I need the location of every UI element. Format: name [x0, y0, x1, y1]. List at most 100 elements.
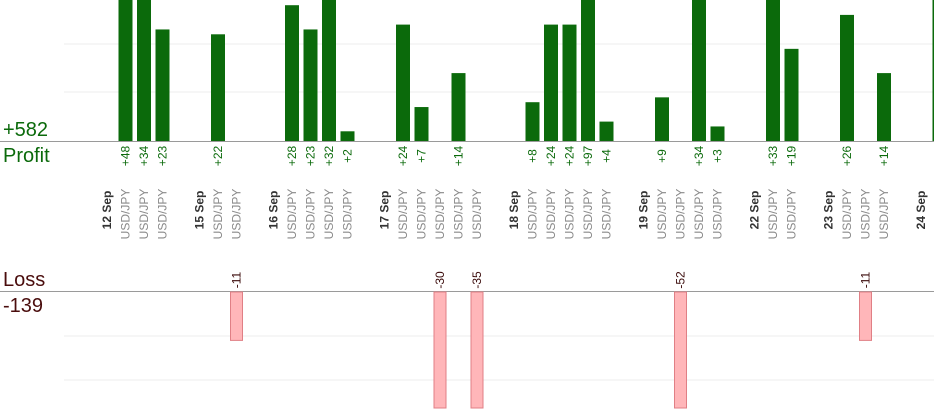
profit-value-label: +19	[785, 145, 799, 166]
profit-bar	[599, 121, 614, 141]
profit-bar	[322, 0, 336, 141]
profit-bars	[118, 0, 934, 142]
loss-bar	[470, 291, 484, 409]
symbol-label: USD/JPY	[766, 189, 780, 240]
profit-value-label: +14	[877, 145, 891, 166]
profit-bar	[877, 73, 891, 141]
symbol-label: USD/JPY	[211, 189, 225, 240]
loss-gridlines	[64, 335, 934, 381]
symbol-label: USD/JPY	[840, 189, 854, 240]
symbol-label: USD/JPY	[433, 189, 447, 240]
profit-bar	[581, 0, 595, 141]
symbol-label: USD/JPY	[655, 189, 669, 240]
symbol-label: USD/JPY	[526, 189, 540, 240]
symbol-label: USD/JPY	[877, 189, 891, 240]
loss-bar	[433, 291, 447, 409]
profit-value-label: +14	[452, 145, 466, 166]
profit-total: +582	[3, 119, 49, 141]
profit-bar	[784, 48, 799, 141]
symbol-label: USD/JPY	[415, 189, 429, 240]
profit-bar	[396, 24, 410, 142]
profit-bar	[451, 73, 466, 141]
loss-bar	[674, 291, 687, 409]
profit-value-label: +33	[766, 145, 780, 166]
symbol-label: USD/JPY	[600, 189, 614, 240]
symbol-label: USD/JPY	[396, 189, 410, 240]
loss-value-label: -30	[433, 271, 447, 289]
profit-bar	[118, 0, 133, 141]
profit-value-label: +28	[285, 145, 299, 166]
profit-bar	[155, 29, 170, 142]
date-label: 16 Sep	[267, 191, 281, 230]
profit-value-label: +4	[600, 149, 614, 163]
loss-value-labels: -11 -30 -35 -52 -11	[230, 271, 873, 289]
symbol-label: USD/JPY	[859, 189, 873, 240]
date-label: 24 Sep	[914, 191, 928, 230]
profit-value-label: +7	[415, 149, 429, 163]
profit-value-label: +9	[655, 149, 669, 163]
date-label: 17 Sep	[378, 191, 392, 230]
symbol-label: USD/JPY	[933, 189, 934, 240]
profit-value-label: +24	[563, 145, 577, 166]
profit-value-label: +22	[211, 145, 225, 166]
loss-value-label: -35	[470, 271, 484, 289]
symbol-label: USD/JPY	[470, 189, 484, 240]
date-label: 22 Sep	[748, 191, 762, 230]
symbol-label: USD/JPY	[544, 189, 558, 240]
profit-value-label: +48	[119, 145, 133, 166]
profit-value-label: +34	[137, 145, 151, 166]
profit-value-label: +8	[526, 149, 540, 163]
profit-value-label: +97	[581, 145, 595, 166]
profit-value-label: +23	[156, 145, 170, 166]
date-label: 23 Sep	[822, 191, 836, 230]
symbol-label: USD/JPY	[137, 189, 151, 240]
symbol-label: USD/JPY	[285, 189, 299, 240]
profit-value-label: +26	[840, 145, 854, 166]
loss-bar	[859, 291, 872, 341]
profit-value-label: +23	[304, 145, 318, 166]
symbol-label: USD/JPY	[156, 189, 170, 240]
symbol-label: USD/JPY	[452, 189, 466, 240]
date-label: 12 Sep	[100, 191, 114, 230]
profit-bar	[544, 24, 558, 142]
date-label: 15 Sep	[193, 191, 207, 230]
profit-value-labels: +48 +34 +23 +22 +28 +23 +32 +2 +24 +7 +14 +8 +24 +24 +…	[119, 145, 934, 166]
profit-bar	[340, 131, 355, 141]
x-axis-labels: 12 Sep USD/JPY USD/JPY USD/JPY 15 Sep USD/JPY…	[100, 189, 934, 240]
profit-bar	[285, 5, 299, 142]
profit-bar	[303, 29, 318, 142]
profit-bar	[932, 0, 934, 141]
symbol-label: USD/JPY	[341, 189, 355, 240]
loss-value-label: -52	[674, 271, 688, 289]
profit-bar	[137, 0, 151, 141]
profit-bar	[655, 97, 669, 141]
symbol-label: USD/JPY	[785, 189, 799, 240]
symbol-label: USD/JPY	[304, 189, 318, 240]
symbol-label: USD/JPY	[119, 189, 133, 240]
profit-value-label: +32	[322, 145, 336, 166]
symbol-label: USD/JPY	[692, 189, 706, 240]
loss-value-label: -11	[230, 271, 244, 288]
profit-bar	[211, 34, 225, 141]
symbol-label: USD/JPY	[230, 189, 244, 240]
profit-value-label: +24	[396, 145, 410, 166]
profit-value-label: +24	[544, 145, 558, 166]
profit-bar	[414, 107, 429, 141]
symbol-label: USD/JPY	[674, 189, 688, 240]
profit-value-label: +34	[692, 145, 706, 166]
loss-bar	[230, 291, 243, 341]
loss-label: Loss	[3, 269, 46, 291]
profit-bar	[840, 14, 854, 141]
loss-bars	[230, 291, 872, 409]
date-label: 19 Sep	[637, 191, 651, 230]
loss-value-label: -11	[859, 271, 873, 288]
profit-bar	[525, 102, 540, 141]
profit-label: Profit	[3, 145, 50, 167]
profit-bar	[692, 0, 706, 141]
profit-bar	[562, 24, 577, 142]
symbol-label: USD/JPY	[322, 189, 336, 240]
symbol-label: USD/JPY	[711, 189, 725, 240]
symbol-label: USD/JPY	[563, 189, 577, 240]
date-label: 18 Sep	[507, 191, 521, 230]
